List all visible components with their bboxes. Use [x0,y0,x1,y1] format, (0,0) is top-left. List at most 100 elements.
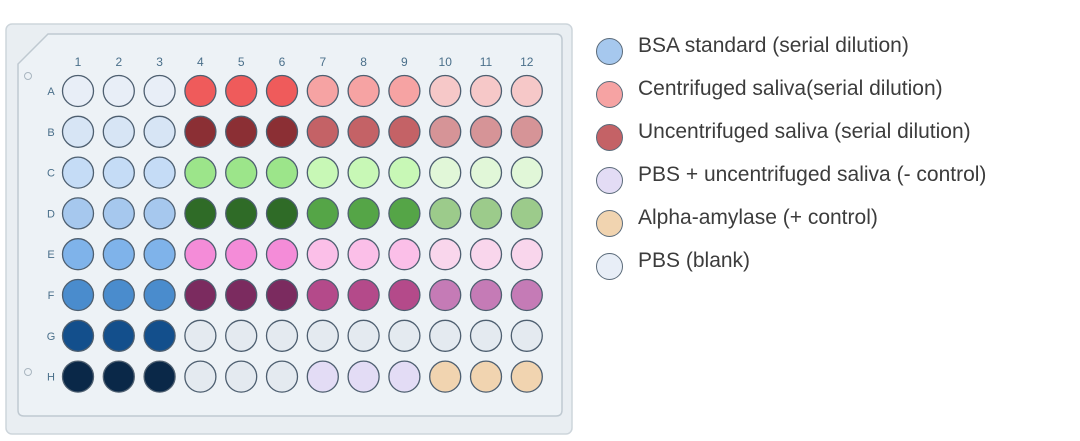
well [265,319,299,352]
well [265,197,299,230]
well [388,238,421,271]
well [388,319,421,352]
well [184,360,217,393]
well [225,319,258,352]
well [510,197,543,230]
well [469,156,503,189]
column-label: 6 [279,55,286,69]
plate-notch-top [24,72,32,80]
legend-label: Uncentrifuged saliva (serial dilution) [638,120,971,143]
well [469,319,503,352]
well [429,156,462,189]
well [469,360,503,393]
well [184,156,217,189]
well [143,197,176,230]
well [429,278,462,312]
well [306,238,339,271]
well [184,74,217,108]
well [102,74,135,108]
well [469,115,503,148]
well [225,74,258,108]
column-label: 8 [360,55,367,69]
column-label: 11 [480,55,493,69]
legend-swatch [596,38,623,65]
legend-item-centrifuged-saliva: Centrifuged saliva(serial dilution) [596,73,1076,116]
column-label: 4 [197,55,204,69]
legend-item-positive-control: Alpha-amylase (+ control) [596,202,1076,245]
well [347,238,380,271]
well [429,238,462,271]
well [102,278,135,312]
well [143,115,176,148]
well [347,197,380,230]
well [306,197,339,230]
column-label: 9 [401,55,408,69]
legend-swatch [596,253,623,280]
well [510,278,543,312]
legend-label: Alpha-amylase (+ control) [638,206,878,229]
well [143,156,176,189]
column-label: 1 [75,55,82,69]
well [306,156,339,189]
well [143,74,176,108]
well [102,238,135,271]
well [184,319,217,352]
well [265,278,299,312]
legend-label: PBS + uncentrifuged saliva (- control) [638,163,987,186]
well [265,360,299,393]
well [347,319,380,352]
row-label: A [47,86,55,98]
well [184,238,217,271]
well [347,156,380,189]
well [265,74,299,108]
well [225,360,258,393]
legend-label: Centrifuged saliva(serial dilution) [638,77,943,100]
well [225,156,258,189]
well [388,278,421,312]
well [102,115,135,148]
well [265,238,299,271]
column-label: 3 [156,55,163,69]
well [510,115,543,148]
well [469,197,503,230]
well [306,74,339,108]
well [306,360,339,393]
well [102,319,135,352]
well [388,74,421,108]
legend-swatch [596,167,623,194]
well [143,360,176,393]
well [388,115,421,148]
legend-swatch [596,124,623,151]
legend-swatch [596,81,623,108]
column-label: 7 [319,55,326,69]
well [184,197,217,230]
well [510,238,543,271]
well [429,319,462,352]
well [143,238,176,271]
well [61,197,95,230]
well [225,115,258,148]
column-label: 10 [439,55,453,69]
well [184,115,217,148]
well [347,115,380,148]
well [510,360,543,393]
legend-swatch [596,210,623,237]
well [347,74,380,108]
row-label: C [47,168,55,180]
legend-item-blank: PBS (blank) [596,245,1076,288]
legend-label: BSA standard (serial dilution) [638,34,909,57]
row-label: F [48,290,55,302]
well [510,319,543,352]
well [306,115,339,148]
well [429,197,462,230]
well [510,156,543,189]
well [61,115,95,148]
column-label: 5 [238,55,245,69]
well [510,74,543,108]
row-label: B [47,127,54,139]
well [429,115,462,148]
well [429,360,462,393]
well [469,278,503,312]
